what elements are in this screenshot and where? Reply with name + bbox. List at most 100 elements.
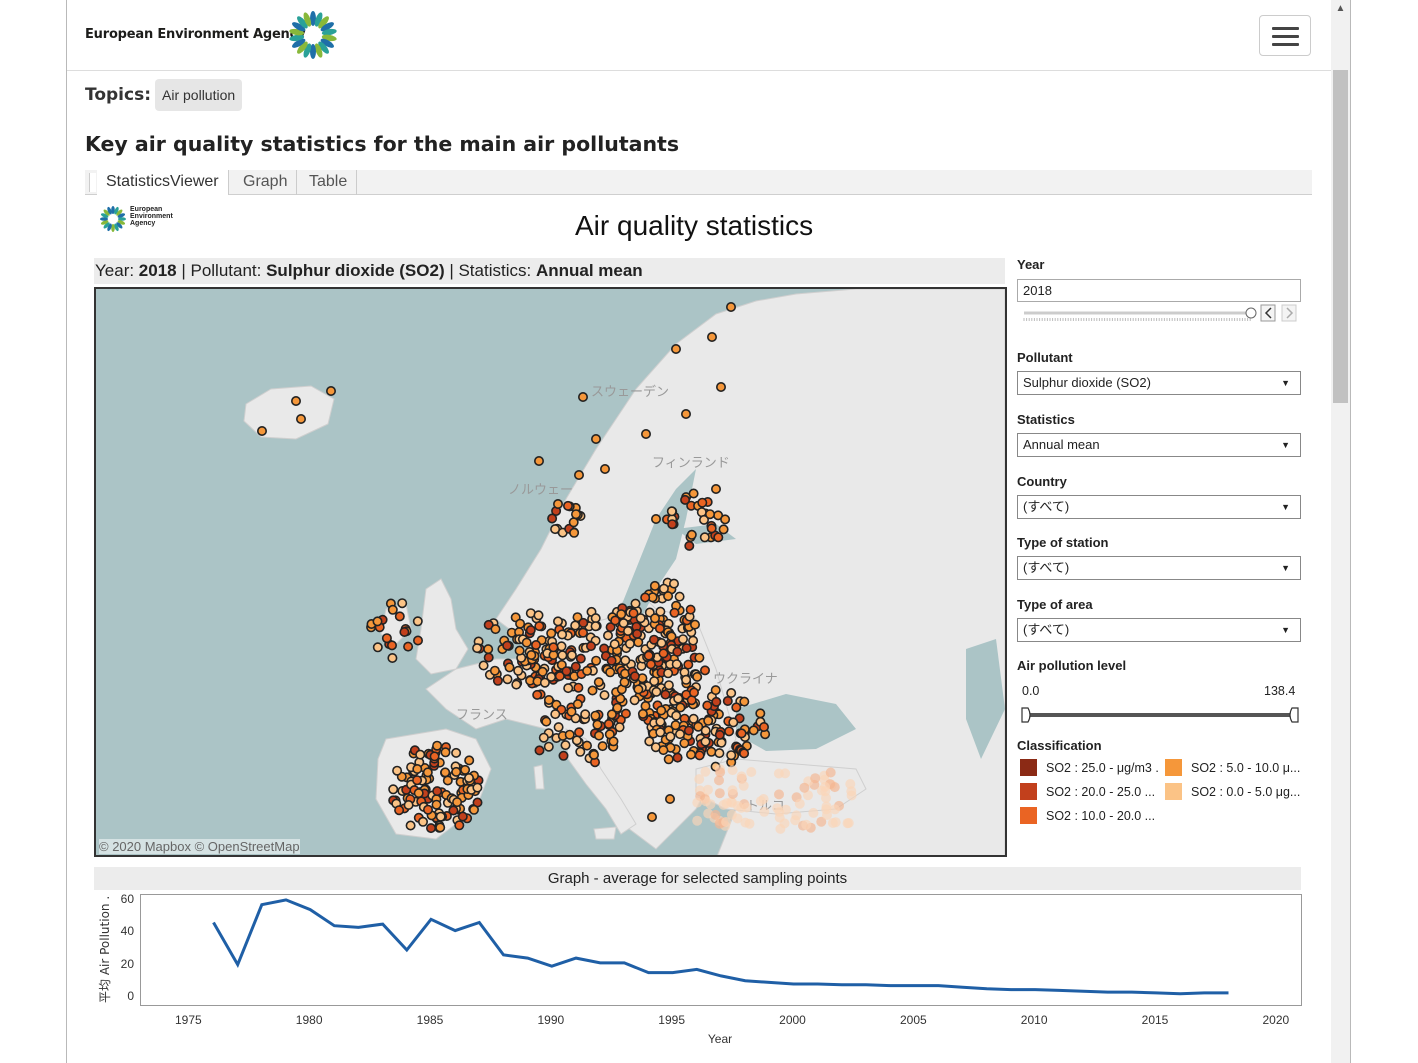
range-min-handle[interactable]	[1021, 707, 1031, 723]
station-marker	[706, 523, 717, 534]
station-marker	[683, 659, 694, 670]
station-marker	[759, 806, 770, 817]
topic-chip-air-pollution[interactable]: Air pollution	[155, 79, 243, 111]
station-marker	[643, 650, 654, 661]
station-marker	[748, 725, 759, 736]
map-canvas[interactable]: スウェーデン フィンランド ノルウェー ウクライナ フランス トルコ	[96, 289, 1005, 855]
range-max-handle[interactable]	[1289, 707, 1299, 723]
station-marker	[581, 740, 592, 751]
station-marker	[681, 643, 692, 654]
station-marker	[454, 820, 465, 831]
map-view[interactable]: スウェーデン フィンランド ノルウェー ウクライナ フランス トルコ © 202…	[94, 287, 1007, 857]
station-marker	[633, 637, 644, 648]
area-type-select[interactable]: (すべて) ▼	[1017, 618, 1301, 642]
station-marker	[663, 668, 674, 679]
station-marker	[644, 736, 655, 747]
station-marker	[674, 591, 685, 602]
year-prev-button[interactable]	[1260, 304, 1276, 322]
station-marker	[554, 671, 565, 682]
station-marker	[620, 708, 631, 719]
station-marker	[588, 749, 599, 760]
station-marker	[538, 732, 549, 743]
legend-item[interactable]: SO2 : 0.0 - 5.0 μg...	[1165, 783, 1300, 800]
menu-button[interactable]	[1259, 15, 1311, 56]
station-marker	[706, 331, 717, 342]
scrollbar-thumb[interactable]	[1333, 70, 1348, 403]
station-marker	[669, 607, 680, 618]
station-marker	[671, 710, 682, 721]
station-marker	[666, 506, 677, 517]
station-marker	[673, 693, 684, 704]
station-marker	[572, 699, 583, 710]
station-marker	[472, 782, 483, 793]
year-next-button[interactable]	[1281, 304, 1297, 322]
station-marker	[799, 782, 810, 793]
legend-item[interactable]: SO2 : 5.0 - 10.0 μ...	[1165, 759, 1300, 776]
map-attribution[interactable]: © 2020 Mapbox © OpenStreetMap	[99, 839, 300, 854]
station-marker	[845, 779, 856, 789]
station-marker	[412, 616, 423, 627]
station-marker	[726, 750, 737, 761]
brand-name[interactable]: European Environment Agency	[85, 27, 306, 42]
station-marker	[699, 532, 710, 543]
legend-item[interactable]: SO2 : 20.0 - 25.0 ...	[1020, 783, 1155, 800]
station-marker	[386, 640, 397, 651]
station-marker	[561, 666, 572, 677]
station-marker	[724, 726, 735, 737]
station-marker	[715, 767, 726, 778]
x-tick-label: 1980	[295, 1013, 323, 1027]
station-marker	[714, 748, 725, 759]
station-marker	[296, 414, 307, 425]
country-select[interactable]: (すべて) ▼	[1017, 495, 1301, 519]
station-marker	[548, 642, 559, 653]
station-marker	[573, 470, 584, 481]
year-input[interactable]: 2018	[1017, 279, 1301, 302]
station-marker	[681, 674, 692, 685]
station-markers[interactable]	[257, 302, 857, 834]
station-marker	[775, 823, 786, 834]
station-marker	[658, 648, 669, 659]
pollutant-select[interactable]: Sulphur dioxide (SO2) ▼	[1017, 371, 1301, 395]
station-marker	[602, 630, 613, 641]
statistics-select[interactable]: Annual mean ▼	[1017, 433, 1301, 457]
station-marker	[435, 822, 446, 833]
year-slider[interactable]	[1020, 303, 1305, 327]
station-marker	[780, 768, 791, 779]
station-marker	[718, 524, 729, 535]
station-marker	[592, 719, 603, 730]
station-type-select[interactable]: (すべて) ▼	[1017, 556, 1301, 580]
station-marker	[619, 677, 630, 688]
station-marker	[739, 696, 750, 707]
station-marker	[372, 642, 383, 653]
pollution-level-range-slider[interactable]	[1018, 704, 1303, 726]
station-marker	[618, 618, 629, 629]
station-marker	[552, 499, 563, 510]
eea-logo-icon[interactable]	[287, 10, 339, 60]
station-marker	[711, 696, 722, 707]
station-marker	[590, 434, 601, 445]
station-marker	[772, 803, 783, 814]
legend-item[interactable]: SO2 : 25.0 - μg/m3 .	[1020, 759, 1159, 776]
station-marker	[716, 737, 727, 748]
viz-eea-logo: European Environment Agency	[96, 203, 186, 235]
year-slider-handle[interactable]	[1245, 307, 1257, 319]
tab-statisticsviewer[interactable]: StatisticsViewer	[97, 170, 229, 195]
station-marker	[671, 659, 682, 670]
station-marker	[654, 623, 665, 634]
station-marker	[550, 524, 561, 535]
station-marker	[603, 718, 614, 729]
graph-plot-area[interactable]	[140, 894, 1302, 1006]
line-chart[interactable]	[141, 895, 1301, 1005]
station-marker	[546, 628, 557, 639]
area-type-label: Type of area	[1017, 597, 1093, 612]
tab-table[interactable]: Table	[300, 170, 358, 195]
station-marker	[530, 639, 541, 650]
station-marker	[412, 763, 423, 774]
station-marker	[388, 784, 399, 795]
station-marker	[727, 765, 738, 776]
tab-graph[interactable]: Graph	[234, 170, 298, 195]
station-marker	[679, 738, 690, 749]
station-marker	[801, 819, 812, 830]
scroll-up-icon[interactable]: ▲	[1335, 3, 1346, 14]
legend-item[interactable]: SO2 : 10.0 - 20.0 ...	[1020, 807, 1155, 824]
